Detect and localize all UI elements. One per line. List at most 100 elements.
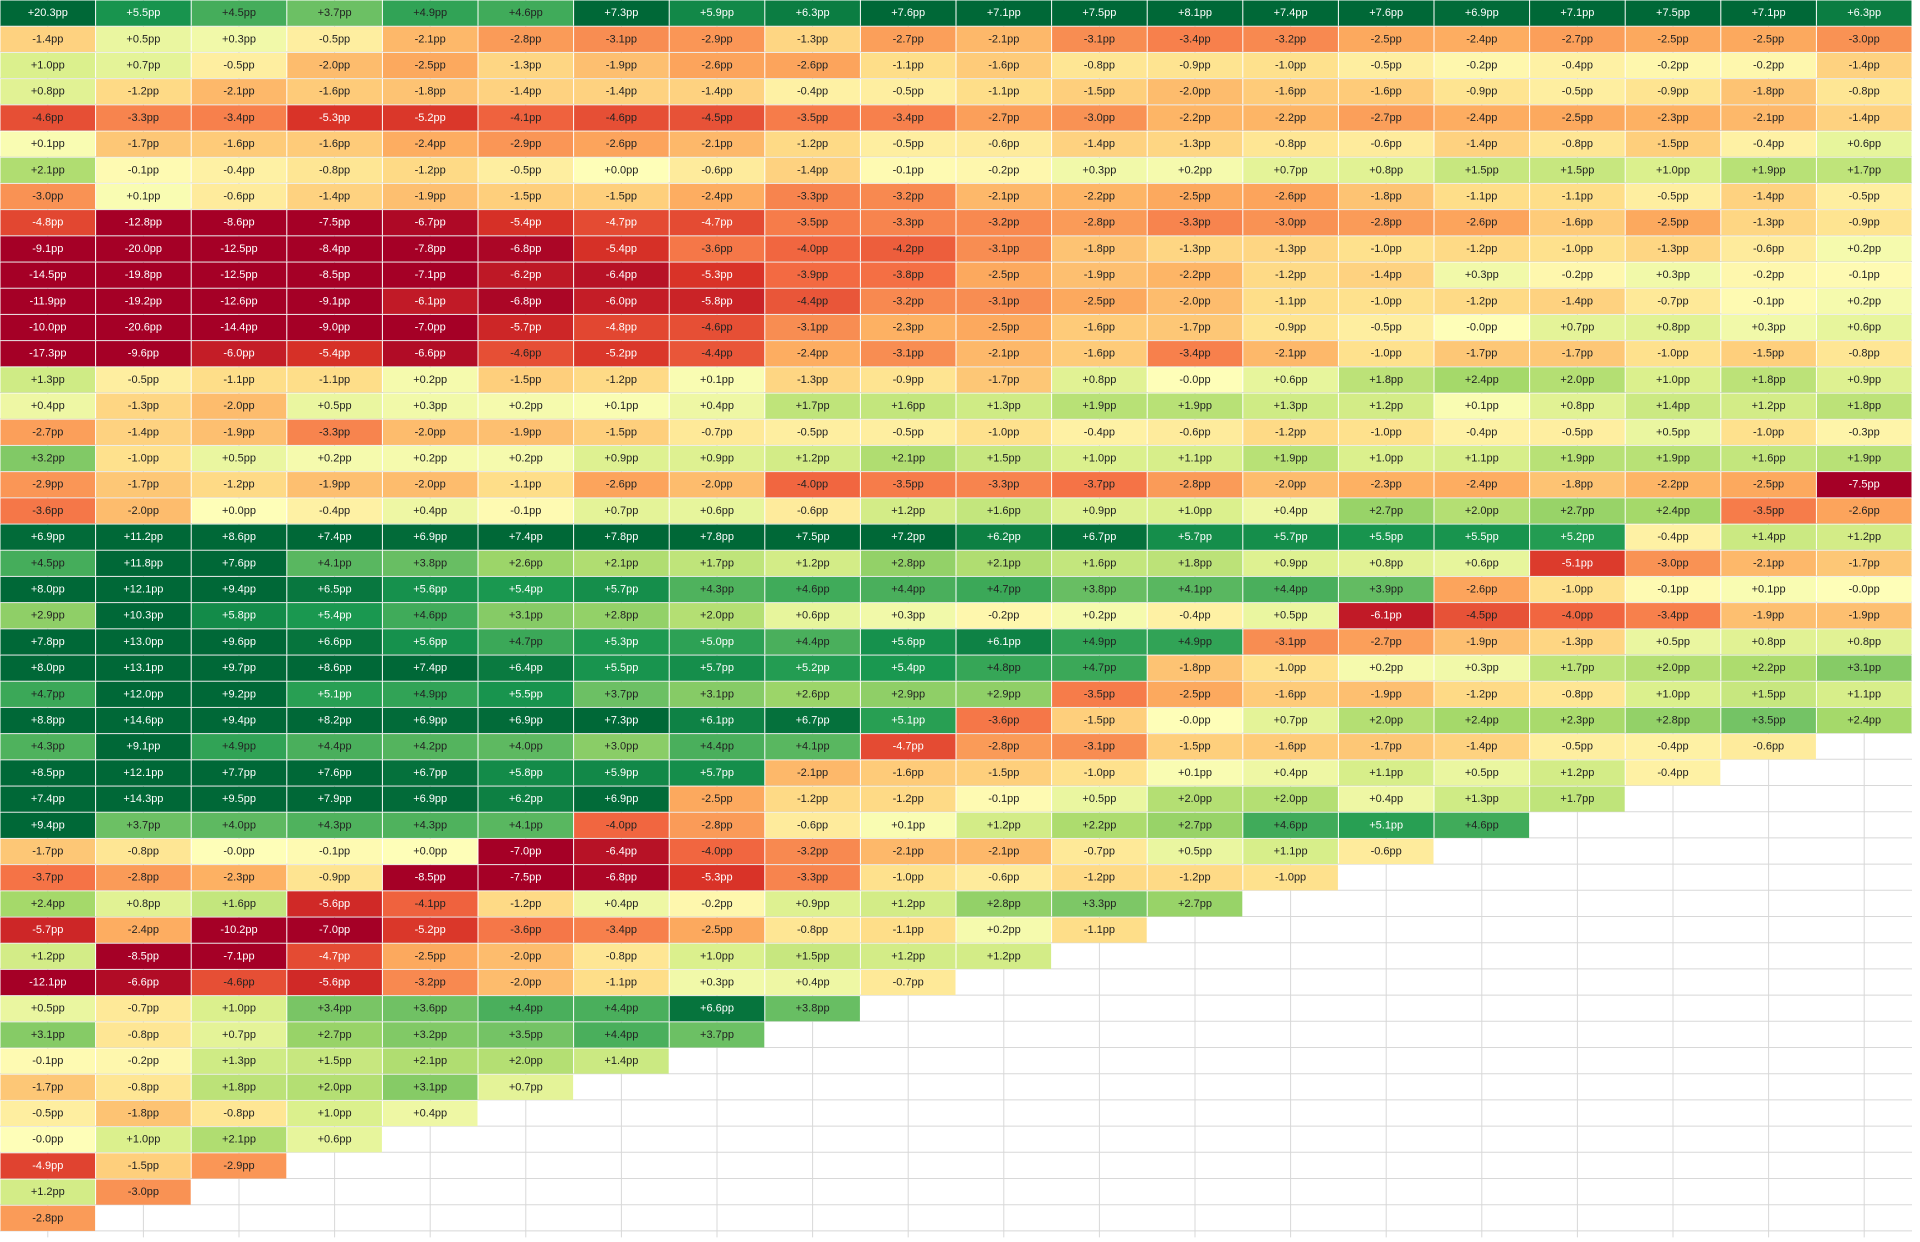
cell-value-label: -12.5pp (220, 269, 257, 281)
heatmap-cell (574, 865, 669, 891)
cell-value-label: -0.7pp (128, 1003, 159, 1015)
heatmap-cell (382, 550, 478, 576)
heatmap-cell (287, 734, 382, 760)
cell-value-label: +0.2pp (1178, 164, 1212, 176)
heatmap-cell (1816, 26, 1912, 52)
cell-value-label: -4.7pp (893, 741, 924, 753)
heatmap-cell (96, 734, 191, 760)
heatmap-cell (1816, 629, 1912, 655)
heatmap-cell (1338, 26, 1434, 52)
cell-value-label: -7.1pp (223, 950, 254, 962)
cell-value-label: +4.7pp (31, 688, 65, 700)
heatmap-cell (669, 367, 765, 393)
cell-value-label: -0.5pp (1562, 86, 1593, 98)
cell-value-label: -12.5pp (220, 243, 257, 255)
cell-value-label: +2.0pp (1274, 793, 1308, 805)
heatmap-cell (765, 524, 860, 550)
cell-value-label: +4.7pp (1082, 662, 1116, 674)
heatmap-cell (1434, 210, 1530, 236)
cell-value-label: +7.6pp (1369, 7, 1403, 19)
heatmap-cell (1338, 288, 1434, 314)
cell-value-label: +3.7pp (318, 7, 352, 19)
cell-value-label: +1.1pp (1274, 846, 1308, 858)
heatmap-cell (1625, 472, 1721, 498)
cell-value-label: -1.7pp (988, 374, 1019, 386)
cell-value-label: +2.0pp (1656, 662, 1690, 674)
cell-value-label: -2.6pp (1849, 505, 1880, 517)
heatmap-cell (191, 183, 287, 210)
heatmap-cell (1625, 576, 1721, 603)
heatmap-cell (382, 707, 478, 734)
heatmap-cell (478, 288, 574, 314)
cell-value-label: +1.8pp (1178, 557, 1212, 569)
cell-value-label: -0.5pp (893, 426, 924, 438)
cell-value-label: -1.1pp (893, 924, 924, 936)
cell-value-label: +5.1pp (1369, 819, 1403, 831)
heatmap-cell (382, 838, 478, 865)
cell-value-label: +2.0pp (1465, 505, 1499, 517)
cell-value-label: -0.5pp (1657, 191, 1688, 203)
heatmap-cell (478, 760, 574, 786)
cell-value-label: -3.1pp (606, 33, 637, 45)
heatmap-cell (1243, 786, 1338, 812)
cell-value-label: -1.5pp (510, 374, 541, 386)
heatmap-cell (191, 314, 287, 341)
heatmap-cell (191, 105, 287, 131)
cell-value-label: +0.8pp (1369, 557, 1403, 569)
cell-value-label: -1.4pp (1466, 741, 1497, 753)
cell-value-label: -1.2pp (797, 138, 828, 150)
heatmap-cell (1816, 550, 1912, 576)
cell-value-label: +5.9pp (604, 767, 638, 779)
heatmap-cell (765, 629, 860, 655)
heatmap-cell (1625, 131, 1721, 157)
heatmap-cell (382, 157, 478, 183)
cell-value-label: +9.2pp (222, 688, 256, 700)
heatmap-cell (96, 52, 191, 79)
heatmap-cell (0, 917, 96, 943)
cell-value-label: +7.5pp (796, 531, 830, 543)
cell-value-label: -1.1pp (1466, 191, 1497, 203)
heatmap-cell (765, 236, 860, 262)
cell-value-label: -1.8pp (1753, 86, 1784, 98)
cell-value-label: +20.3pp (28, 7, 68, 19)
heatmap-cell (478, 865, 574, 891)
cell-value-label: +0.8pp (1656, 322, 1690, 334)
heatmap-cell (1434, 262, 1530, 288)
cell-value-label: -3.6pp (32, 505, 63, 517)
heatmap-cell (1530, 393, 1625, 419)
cell-value-label: -12.8pp (125, 217, 162, 229)
cell-value-label: -0.9pp (1466, 86, 1497, 98)
heatmap-cell (1625, 419, 1721, 445)
heatmap-cell (1243, 288, 1338, 314)
cell-value-label: +0.2pp (413, 453, 447, 465)
heatmap-cell (1434, 576, 1530, 603)
heatmap-cell (287, 786, 382, 812)
heatmap-cell (191, 760, 287, 786)
heatmap-cell (956, 838, 1052, 865)
heatmap-cell (1243, 498, 1338, 524)
cell-value-label: -0.5pp (1849, 191, 1880, 203)
cell-value-label: +0.2pp (509, 453, 543, 465)
cell-value-label: +0.0pp (604, 164, 638, 176)
cell-value-label: -1.8pp (1562, 479, 1593, 491)
heatmap-cell (1338, 629, 1434, 655)
cell-value-label: +2.9pp (987, 688, 1021, 700)
cell-value-label: -3.1pp (1084, 741, 1115, 753)
cell-value-label: -4.6pp (32, 112, 63, 124)
cell-value-label: +3.1pp (1847, 662, 1881, 674)
heatmap-cell (96, 603, 191, 629)
cell-value-label: +1.2pp (31, 950, 65, 962)
heatmap-cell (1243, 105, 1338, 131)
cell-value-label: +0.4pp (1274, 505, 1308, 517)
cell-value-label: -2.9pp (223, 1160, 254, 1172)
heatmap-cell (1530, 105, 1625, 131)
cell-value-label: -1.6pp (1562, 217, 1593, 229)
heatmap-cell (1243, 79, 1338, 105)
heatmap-cell (96, 472, 191, 498)
heatmap-cell (382, 1022, 478, 1048)
heatmap-cell (287, 550, 382, 576)
cell-value-label: -1.4pp (319, 191, 350, 203)
heatmap-cell (0, 969, 96, 996)
heatmap-cell (1434, 0, 1530, 26)
cell-value-label: -2.4pp (1466, 112, 1497, 124)
